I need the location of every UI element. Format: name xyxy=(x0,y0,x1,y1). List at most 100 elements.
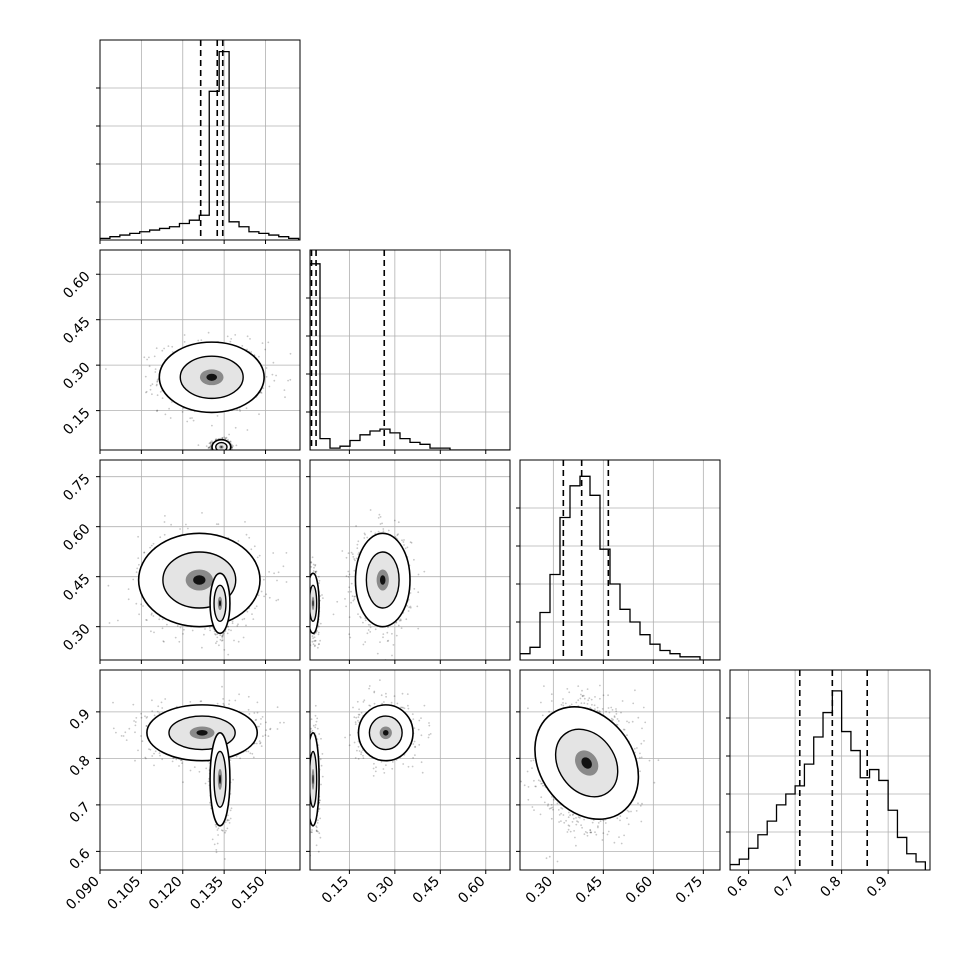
scatter-point xyxy=(403,544,405,546)
scatter-point xyxy=(145,725,148,727)
scatter-point xyxy=(179,528,182,530)
scatter-point xyxy=(348,586,351,589)
scatter-point xyxy=(144,715,146,718)
scatter-point xyxy=(259,741,262,744)
scatter-point xyxy=(122,735,125,737)
scatter-point xyxy=(181,411,184,413)
scatter-point xyxy=(231,620,234,623)
scatter-point xyxy=(364,533,366,536)
scatter-point xyxy=(351,553,354,555)
scatter-point xyxy=(319,622,322,625)
scatter-point xyxy=(356,543,359,546)
scatter-point xyxy=(397,533,399,536)
scatter-point xyxy=(228,433,231,436)
scatter-point xyxy=(408,606,411,609)
panel-2-2 xyxy=(516,459,721,664)
scatter-point xyxy=(152,542,155,545)
scatter-point xyxy=(253,545,256,548)
scatter-point xyxy=(247,750,250,753)
scatter-point xyxy=(208,446,210,449)
scatter-point xyxy=(258,554,261,557)
scatter-point xyxy=(209,629,212,632)
contour-line xyxy=(213,584,227,623)
scatter-point xyxy=(149,388,152,391)
scatter-point xyxy=(345,575,348,577)
scatter-point xyxy=(151,710,154,713)
scatter-point xyxy=(246,335,249,338)
scatter-point xyxy=(127,588,130,590)
scatter-point xyxy=(209,442,212,445)
scatter-point xyxy=(197,444,200,446)
scatter-point xyxy=(163,521,166,523)
scatter-point xyxy=(268,571,270,573)
scatter-point xyxy=(137,557,140,559)
scatter-point xyxy=(409,541,412,543)
scatter-point xyxy=(345,605,347,608)
scatter-point xyxy=(227,625,230,628)
scatter-point xyxy=(192,419,195,422)
scatter-point xyxy=(156,383,158,386)
scatter-point xyxy=(216,415,219,417)
scatter-point xyxy=(132,578,135,581)
scatter-point xyxy=(156,378,159,381)
density-core xyxy=(218,600,222,607)
scatter-point xyxy=(311,640,314,643)
scatter-point xyxy=(317,631,320,634)
scatter-point xyxy=(229,441,232,443)
scatter-point xyxy=(357,613,359,615)
scatter-point xyxy=(379,523,382,525)
scatter-point xyxy=(404,547,407,550)
scatter-point xyxy=(181,762,183,764)
scatter-point xyxy=(353,569,356,572)
scatter-point xyxy=(314,571,317,574)
scatter-layer xyxy=(310,509,426,660)
scatter-point xyxy=(358,551,360,554)
scatter-point xyxy=(382,528,385,530)
scatter-point xyxy=(314,564,317,566)
scatter-point xyxy=(233,639,235,642)
scatter-point xyxy=(351,595,354,597)
scatter-point xyxy=(230,338,233,340)
scatter-point xyxy=(396,534,399,537)
scatter-point xyxy=(237,623,239,626)
contour-line xyxy=(162,551,237,609)
scatter-point xyxy=(245,407,248,410)
scatter-point xyxy=(377,517,380,519)
scatter-point xyxy=(238,408,241,411)
scatter-point xyxy=(163,347,166,350)
scatter-point xyxy=(167,345,170,347)
scatter-point xyxy=(172,757,175,760)
scatter-point xyxy=(357,553,360,556)
scatter-point xyxy=(171,760,174,763)
scatter-point xyxy=(413,588,416,590)
scatter-point xyxy=(260,392,263,394)
scatter-point xyxy=(261,342,264,344)
scatter-point xyxy=(161,349,164,352)
scatter-point xyxy=(317,575,320,578)
scatter-point xyxy=(370,530,372,533)
scatter-point xyxy=(289,352,292,355)
scatter-point xyxy=(132,703,135,706)
scatter-point xyxy=(345,556,348,559)
panel-frame xyxy=(99,39,301,241)
scatter-point xyxy=(189,701,192,703)
scatter-point xyxy=(413,558,415,561)
scatter-point xyxy=(158,712,161,714)
scatter-point xyxy=(259,742,261,745)
scatter-point xyxy=(156,381,159,383)
scatter-point xyxy=(237,640,240,643)
scatter-point xyxy=(265,593,268,596)
scatter-point xyxy=(314,564,316,567)
scatter-point xyxy=(209,442,212,444)
scatter-point xyxy=(230,629,232,632)
scatter-point xyxy=(211,424,213,427)
scatter-layer xyxy=(105,331,292,450)
scatter-point xyxy=(252,756,255,759)
histogram-step xyxy=(520,475,720,660)
scatter-point xyxy=(149,546,152,549)
scatter-point xyxy=(247,695,250,698)
scatter-point xyxy=(151,383,154,386)
scatter-point xyxy=(115,731,117,734)
scatter-point xyxy=(350,551,353,554)
scatter-point xyxy=(227,653,230,656)
